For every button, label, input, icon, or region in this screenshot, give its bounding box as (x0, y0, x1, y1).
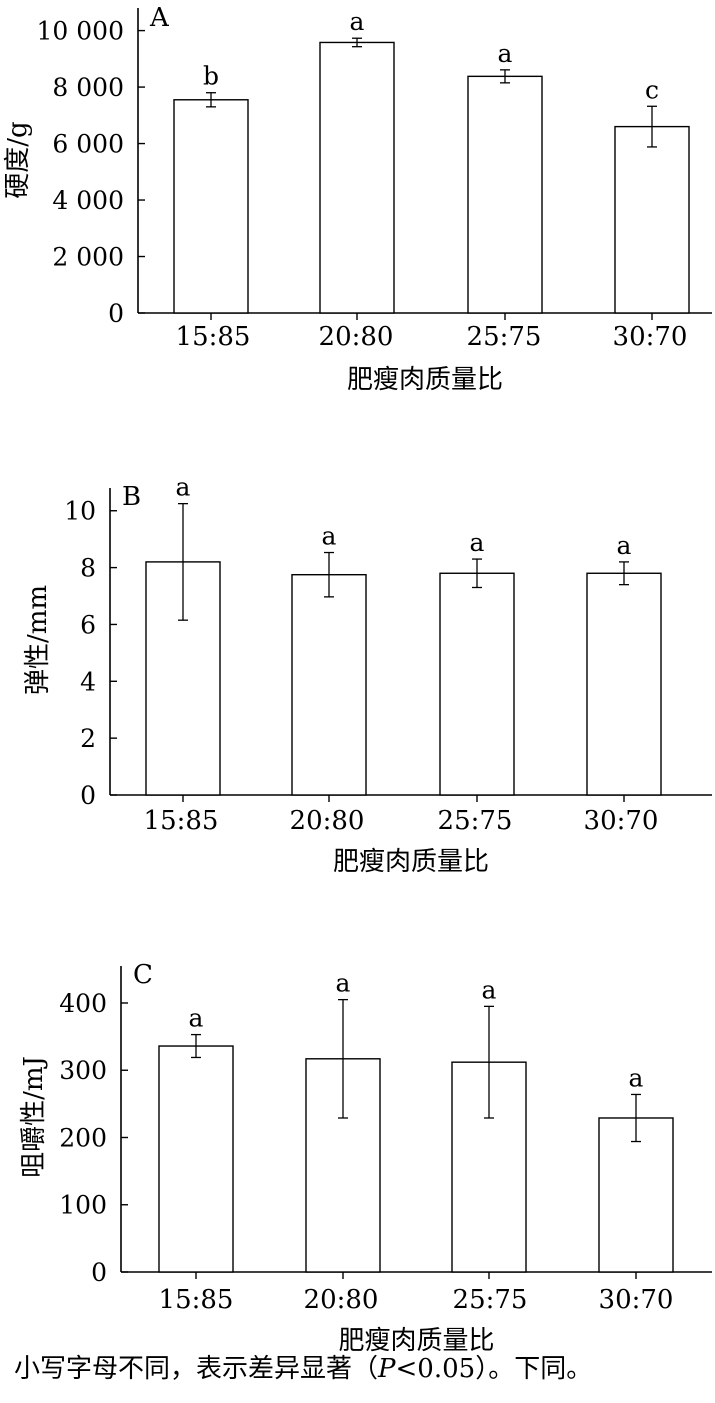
chart-panel-B: B 0 2 4 6 8 10 弹性/mm a 15:85 a 20:80 a 25:75 a 30:70 肥瘦肉… (23, 473, 712, 877)
y-axis-title: 咀嚼性/mJ (19, 1056, 49, 1178)
chart-panel-C: C 0 100 200 300 400 咀嚼性/mJ a 15:85 a 20:80 a 25:75 a 3… (19, 960, 712, 1356)
significance-label: c (645, 75, 659, 104)
x-tick-label: 25:75 (438, 806, 513, 836)
x-tick-label: 15:85 (159, 1285, 234, 1315)
significance-label: a (470, 528, 485, 557)
y-tick-label: 300 (59, 1056, 107, 1085)
significance-label: a (176, 473, 191, 502)
y-tick-label: 0 (91, 1258, 107, 1287)
y-tick-label: 4 (80, 667, 96, 696)
x-tick-label: 30:70 (599, 1285, 674, 1315)
chart-panel-A: A 0 2 000 4 000 6 000 8 000 10 000 硬度/g b 15:85 a 2… (3, 3, 712, 395)
x-tick-label: 20:80 (290, 806, 365, 836)
x-tick-label: 30:70 (613, 322, 688, 352)
caption-after: <0.05）。下同。 (395, 1354, 593, 1384)
significance-label: a (617, 531, 632, 560)
bar (173, 99, 249, 314)
y-axis-title: 硬度/g (3, 121, 33, 198)
x-tick-label: 20:80 (304, 1285, 379, 1315)
significance-label: a (498, 39, 513, 68)
significance-label: a (336, 969, 351, 998)
x-tick-label: 25:75 (467, 322, 542, 352)
x-axis-title: 肥瘦肉质量比 (347, 365, 503, 395)
y-axis-title: 弹性/mm (23, 585, 53, 695)
significance-label: a (350, 7, 365, 36)
significance-label: a (629, 1063, 644, 1092)
significance-label: a (322, 522, 337, 551)
x-axis-title: 肥瘦肉质量比 (338, 1326, 494, 1356)
y-tick-label: 10 (64, 497, 96, 526)
bar (291, 573, 367, 796)
bar (158, 1045, 234, 1273)
y-tick-label: 6 000 (52, 130, 124, 159)
y-tick-label: 2 000 (52, 243, 124, 272)
x-tick-label: 15:85 (176, 322, 251, 352)
bar (586, 572, 662, 796)
x-tick-label: 20:80 (319, 322, 394, 352)
y-tick-label: 6 (80, 610, 96, 639)
significance-label: a (482, 975, 497, 1004)
y-tick-label: 200 (59, 1123, 107, 1152)
y-tick-label: 4 000 (52, 186, 124, 215)
y-tick-label: 400 (59, 989, 107, 1018)
x-axis-title: 肥瘦肉质量比 (333, 847, 489, 877)
panel-label: A (149, 3, 170, 33)
y-tick-label: 0 (80, 781, 96, 810)
caption-before: 小写字母不同，表示差异显著（ (14, 1354, 379, 1384)
y-tick-label: 0 (108, 299, 124, 328)
x-tick-label: 25:75 (453, 1285, 528, 1315)
panel-label: B (122, 482, 141, 512)
significance-label: a (189, 1004, 204, 1033)
y-tick-label: 8 (80, 554, 96, 583)
x-tick-label: 30:70 (584, 806, 659, 836)
y-tick-label: 10 000 (37, 17, 124, 46)
bar (439, 572, 515, 796)
bar (614, 125, 690, 314)
y-tick-label: 8 000 (52, 73, 124, 102)
caption-p-symbol: P (378, 1354, 396, 1384)
x-tick-label: 15:85 (144, 806, 219, 836)
significance-label: b (203, 62, 219, 91)
bar (319, 41, 395, 314)
bar (467, 75, 543, 314)
y-tick-label: 100 (59, 1191, 107, 1220)
y-tick-label: 2 (80, 724, 96, 753)
panel-label: C (133, 960, 153, 990)
caption: 小写字母不同，表示差异显著（P<0.05）。下同。 (14, 1353, 714, 1385)
